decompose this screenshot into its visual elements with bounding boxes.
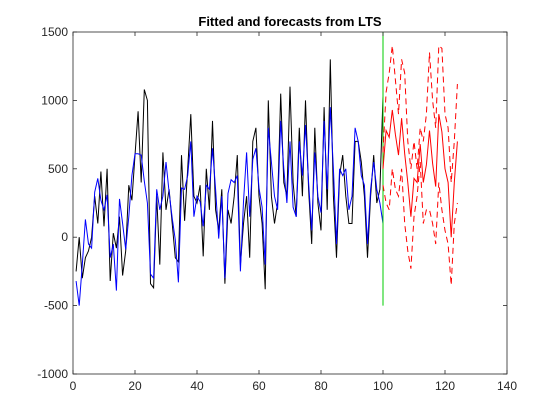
y-tick-label: 1500: [41, 25, 68, 39]
series-line-2: [75, 107, 384, 306]
x-tick-label: 20: [128, 379, 142, 393]
x-tick-label: 40: [190, 379, 204, 393]
x-tick-label: 0: [70, 379, 77, 393]
axes-box: [72, 31, 508, 375]
series-line-1: [75, 59, 384, 290]
y-tick-label: -500: [44, 299, 68, 313]
y-tick-label: 1000: [41, 93, 68, 107]
x-tick-label: 100: [373, 379, 393, 393]
series-line-4: [382, 109, 458, 238]
x-tick-label: 120: [435, 379, 455, 393]
x-tick-label: 60: [252, 379, 266, 393]
x-tick-label: 80: [314, 379, 328, 393]
chart-title: Fitted and forecasts from LTS: [198, 14, 382, 29]
x-axis-ticks: 0 20 40 60 80 100 120 140: [70, 32, 517, 393]
series-line-5: [382, 44, 458, 183]
plot-area: 0 20 40 60 80 100 120 140 -1000 -500 0 500 1000 1500: [37, 25, 517, 393]
x-tick-label: 140: [497, 379, 517, 393]
y-tick-label: 500: [48, 162, 68, 176]
series-line-6: [382, 161, 458, 286]
y-tick-label: 0: [61, 230, 68, 244]
y-tick-label: -1000: [37, 367, 68, 381]
series-layer: [75, 32, 458, 306]
y-axis-ticks: -1000 -500 0 500 1000 1500: [37, 25, 507, 381]
